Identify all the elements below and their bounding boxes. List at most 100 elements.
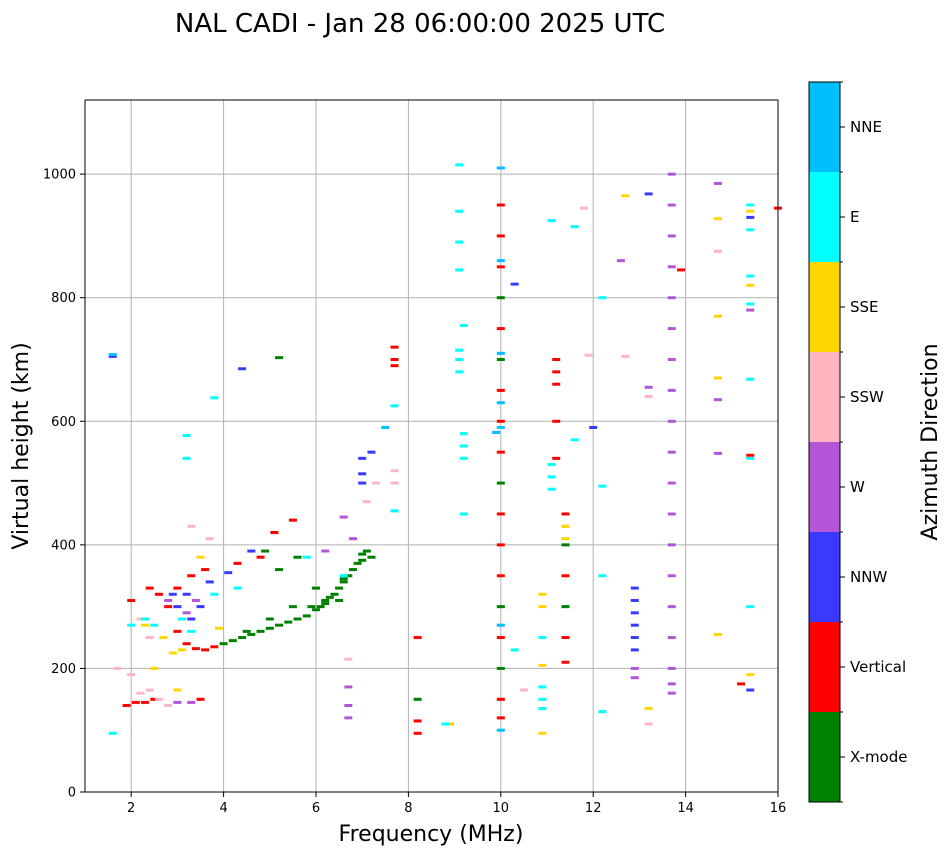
data-point-ssw (390, 469, 399, 473)
data-point-ssw (584, 353, 593, 357)
data-point-vertical (233, 561, 242, 565)
x-tick-label: 14 (677, 801, 694, 816)
data-point-e (455, 358, 464, 361)
data-point-x-mode (284, 620, 293, 624)
data-point-nne (496, 259, 505, 263)
data-point-sse (196, 555, 205, 559)
data-point-e (598, 296, 607, 300)
data-point-e (302, 555, 311, 559)
data-point-vertical (191, 647, 200, 651)
data-point-nnw (168, 592, 177, 596)
data-point-x-mode (367, 555, 376, 559)
x-axis-label: Frequency (MHz) (339, 822, 524, 847)
data-point-e (390, 509, 399, 513)
plot-area: 2 4 6 8 10 12 14 16 0 200 400 600 800 1000 (43, 99, 787, 816)
data-point-nnw (238, 367, 247, 371)
colorbar-tick-label: SSW (850, 388, 884, 406)
data-point-sse (561, 537, 570, 541)
data-point-e (746, 605, 755, 609)
data-point-nne (496, 351, 505, 355)
data-points (108, 163, 782, 735)
data-point-nnw (746, 215, 755, 219)
data-point-sse (178, 648, 187, 652)
data-point-sse (746, 209, 755, 213)
data-point-e (178, 617, 187, 621)
data-point-ssw (136, 617, 145, 621)
data-point-w (182, 611, 191, 615)
data-point-vertical (496, 716, 505, 720)
data-point-vertical (127, 598, 136, 602)
data-point-x-mode (312, 608, 320, 612)
data-point-sse (713, 632, 722, 636)
data-point-sse (538, 731, 547, 735)
data-point-nnw (644, 192, 653, 196)
data-point-x-mode (339, 577, 348, 581)
data-point-x-mode (312, 586, 320, 590)
y-tick-label: 400 (51, 538, 76, 553)
data-point-nne (381, 425, 390, 429)
data-point-e (339, 574, 348, 578)
data-point-e (455, 268, 464, 272)
data-point-sse (621, 194, 630, 198)
data-point-w (667, 666, 676, 670)
x-tick-label: 2 (127, 801, 135, 816)
data-point-w (667, 234, 676, 238)
data-point-vertical (413, 719, 422, 723)
data-point-vertical (131, 700, 140, 704)
data-point-e (746, 456, 755, 460)
data-point-w (667, 450, 676, 454)
data-point-e (459, 324, 468, 328)
data-point-vertical (561, 574, 570, 578)
data-point-e (538, 697, 547, 701)
data-point-w (667, 636, 676, 640)
data-point-e (746, 203, 755, 207)
data-point-x-mode (265, 617, 274, 621)
data-point-w (667, 172, 676, 176)
data-point-nnw (358, 481, 367, 485)
data-point-vertical (737, 682, 746, 686)
data-point-ssw (390, 481, 399, 485)
data-point-e (459, 512, 468, 516)
colorbar-segment (809, 712, 840, 802)
data-point-nnw (205, 580, 214, 584)
x-tick-label: 16 (770, 801, 787, 816)
data-point-vertical (496, 543, 505, 547)
data-point-nnw (630, 636, 639, 640)
data-point-nnw (630, 648, 639, 652)
data-point-nne (496, 728, 505, 732)
data-point-sse (538, 592, 547, 596)
data-point-w (667, 388, 676, 392)
colorbar-border (808, 81, 841, 803)
colorbar-segment (809, 172, 840, 262)
data-point-w (321, 549, 330, 553)
data-point-w (344, 716, 353, 720)
data-point-vertical (496, 203, 505, 207)
data-point-x-mode (358, 552, 367, 556)
data-point-ssw (344, 657, 353, 661)
data-point-vertical (173, 629, 182, 633)
data-point-w (746, 308, 755, 312)
y-tick-label: 200 (51, 662, 76, 677)
data-point-x-mode (288, 605, 297, 609)
data-point-w (713, 181, 722, 185)
data-point-sse (538, 605, 547, 609)
colorbar: X-mode Vertical NNW W SSW SSE E NNE (808, 81, 907, 803)
data-point-x-mode (293, 617, 302, 621)
data-point-w (173, 700, 182, 704)
data-point-nnw (630, 598, 639, 602)
data-point-e (210, 592, 219, 596)
data-point-nne (496, 166, 505, 170)
data-point-ssw (187, 524, 196, 528)
data-point-vertical (173, 586, 182, 590)
data-point-w (339, 515, 348, 519)
data-point-vertical (390, 345, 399, 349)
x-tick-label: 10 (493, 801, 510, 816)
data-point-x-mode (238, 636, 247, 640)
data-point-e (538, 707, 547, 711)
data-point-x-mode (344, 574, 353, 578)
plot-frame (85, 100, 778, 792)
data-point-sse (538, 663, 547, 667)
data-point-x-mode (496, 296, 505, 300)
data-point-vertical (390, 358, 399, 361)
data-point-w (344, 685, 353, 689)
